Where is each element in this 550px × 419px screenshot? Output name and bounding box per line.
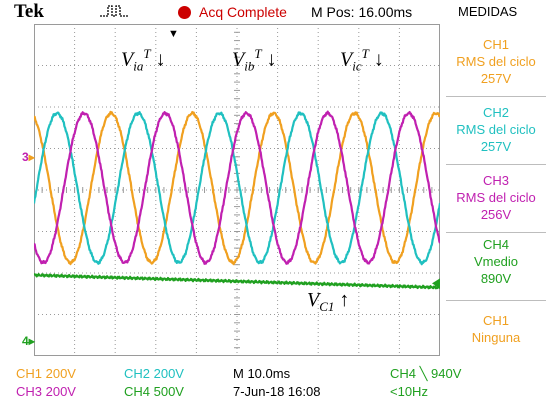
measure-menu-title[interactable]: MEDIDAS bbox=[458, 4, 518, 19]
measure-ch4[interactable]: CH4 Vmedio 890V bbox=[473, 237, 519, 286]
trigger-frequency: <10Hz bbox=[390, 384, 428, 399]
trigger-level-marker bbox=[432, 278, 440, 289]
brand-logo: Tek bbox=[14, 1, 44, 22]
ch4-ground-marker: 4▸ bbox=[22, 334, 35, 348]
annotation-vic: VicT ↓ bbox=[340, 46, 384, 74]
measure-divider bbox=[446, 232, 546, 233]
date-time: 7-Jun-18 16:08 bbox=[233, 384, 321, 399]
timebase[interactable]: M 10.0ms bbox=[233, 366, 291, 381]
trigger-status-icon bbox=[100, 5, 128, 17]
acquisition-status: Acq Complete bbox=[199, 4, 287, 20]
ch3-scale[interactable]: CH3 200V bbox=[16, 384, 76, 399]
ch3-ground-marker: 3▸ bbox=[22, 150, 35, 164]
trigger-position-marker: ▼ bbox=[168, 28, 179, 40]
scope-display bbox=[34, 24, 440, 356]
trace-ch2 bbox=[34, 111, 440, 266]
measure-divider bbox=[446, 96, 546, 97]
measure-slot-empty[interactable]: CH1 Ninguna bbox=[471, 313, 521, 345]
annotation-vc1: VC1 ↑ bbox=[307, 289, 350, 314]
horizontal-position: M Pos: 16.00ms bbox=[311, 4, 413, 20]
measure-divider bbox=[446, 300, 546, 301]
measure-ch1[interactable]: CH1 RMS del ciclo 257V bbox=[456, 37, 536, 86]
ch4-scale[interactable]: CH4 500V bbox=[124, 384, 184, 399]
measure-divider bbox=[446, 164, 546, 165]
annotation-vib: VibT ↓ bbox=[232, 46, 277, 74]
ch3-marker-label: 3 bbox=[22, 150, 29, 164]
status-footer: CH1 200V CH2 200V M 10.0ms CH4 ╲ 940V CH… bbox=[0, 362, 550, 419]
measure-sidebar: CH1 RMS del ciclo 257V CH2 RMS del ciclo… bbox=[440, 24, 550, 364]
acquisition-dot-icon bbox=[178, 6, 191, 19]
ch2-scale[interactable]: CH2 200V bbox=[124, 366, 184, 381]
annotation-via: ViaT ↓ bbox=[121, 46, 166, 74]
trace-ch4 bbox=[34, 273, 440, 290]
measure-ch3[interactable]: CH3 RMS del ciclo 256V bbox=[456, 173, 536, 222]
trigger-setting[interactable]: CH4 ╲ 940V bbox=[390, 366, 462, 381]
measure-ch2[interactable]: CH2 RMS del ciclo 257V bbox=[456, 105, 536, 154]
top-bar: Tek Acq Complete M Pos: 16.00ms MEDIDAS bbox=[0, 0, 550, 24]
ch1-scale[interactable]: CH1 200V bbox=[16, 366, 76, 381]
ch4-marker-label: 4 bbox=[22, 334, 29, 348]
trace-ch1 bbox=[34, 110, 440, 266]
trace-ch3 bbox=[34, 110, 440, 265]
